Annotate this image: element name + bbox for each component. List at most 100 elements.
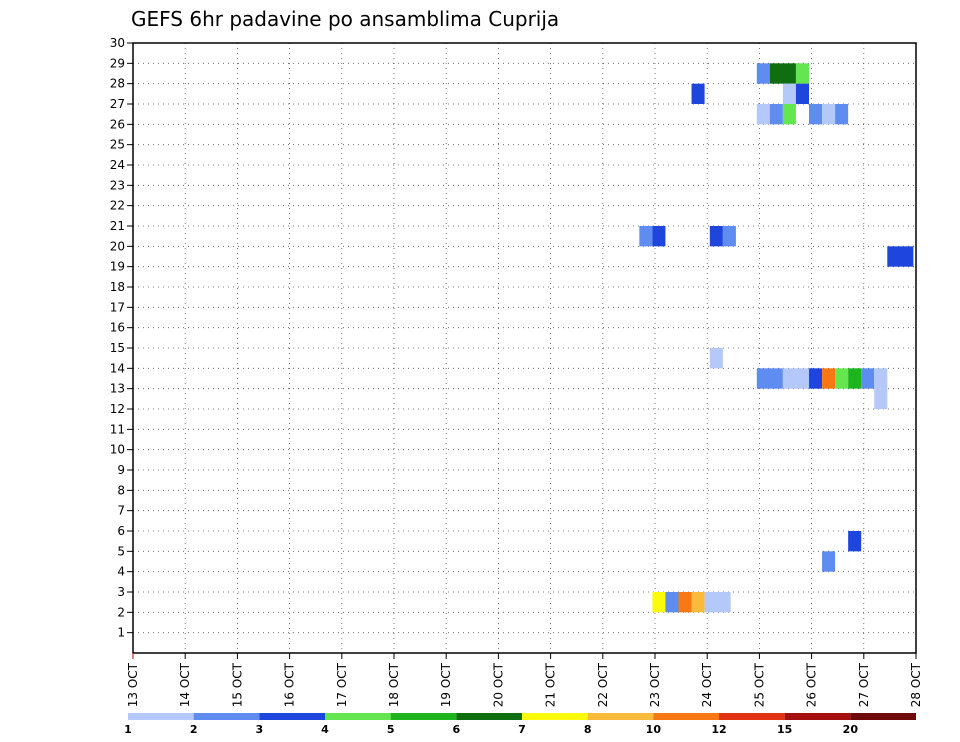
y-tick-label: 12 [110,402,125,416]
y-tick-label: 24 [110,158,125,172]
y-tick-label: 13 [110,382,125,396]
y-tick-label: 9 [117,463,125,477]
colorbar: 1 2 3 4 5 6 7 8 10 12 15 20 [124,713,916,736]
heatmap-cell [756,104,770,125]
heatmap-cell [822,551,836,572]
heatmap-cell [861,368,875,389]
x-tick-label: 22 OCT [596,662,610,707]
x-tick-label: 16 OCT [283,662,297,707]
y-tick-label: 7 [117,504,125,518]
colorbar-segment [522,713,588,720]
colorbar-segment [587,713,654,720]
y-tick-label: 20 [110,239,125,253]
heatmap-cell [704,592,731,613]
x-tick-label: 21 OCT [544,662,558,707]
y-tick-label: 8 [117,483,125,497]
heatmap-cell [795,83,809,104]
colorbar-segment [653,713,719,720]
colorbar-segment [193,713,260,720]
heatmap-cell [835,368,849,389]
heatmap-cell [769,104,783,125]
y-tick-label: 29 [110,56,125,70]
y-tick-label: 4 [117,565,125,579]
x-tick-label: 13 OCT [126,662,140,707]
colorbar-label: 8 [584,723,592,736]
colorbar-label: 5 [387,723,395,736]
heatmap-cell [848,368,862,389]
x-tick-label: 18 OCT [387,662,401,707]
heatmap-cell [782,83,796,104]
y-tick-label: 19 [110,260,125,274]
y-tick-label: 2 [117,605,125,619]
colorbar-segment [719,713,785,720]
heatmap-cell [639,226,653,247]
heatmap-cell [691,592,705,613]
x-tick-label: 23 OCT [648,662,662,707]
x-tick-label: 19 OCT [439,662,453,707]
x-tick-label: 25 OCT [752,662,766,707]
heatmap-cell [691,83,705,104]
heatmap-cell [782,368,809,389]
colorbar-segment [784,713,851,720]
x-tick-label: 28 OCT [909,662,923,707]
y-tick-label: 22 [110,199,125,213]
y-tick-label: 3 [117,585,125,599]
heatmap-cell [782,104,796,125]
y-tick-label: 17 [110,300,125,314]
heatmap-cell [652,592,666,613]
heatmap-cell [756,63,770,84]
colorbar-label: 4 [321,723,329,736]
y-tick-label: 14 [110,361,125,375]
y-tick-label: 26 [110,117,125,131]
y-tick-label: 1 [117,626,125,640]
heatmap-cell [874,388,888,409]
colorbar-label: 10 [646,723,662,736]
heatmap-cell [808,368,823,389]
y-tick-label: 23 [110,178,125,192]
colorbar-label: 20 [843,723,859,736]
heatmap-cell [848,531,862,552]
colorbar-label: 1 [124,723,132,736]
y-tick-label: 10 [110,443,125,457]
y-tick-label: 16 [110,321,125,335]
x-tick-label: 14 OCT [178,662,192,707]
heatmap-cell [887,246,914,267]
colorbar-segment [128,713,194,720]
x-tick-label: 20 OCT [491,662,505,707]
colorbar-segment [390,713,457,720]
x-tick-label: 27 OCT [857,662,871,707]
heatmap-cell [709,226,723,247]
heatmap-cell [822,104,836,125]
heatmap-cells [639,63,914,613]
heatmap-cell [822,368,836,389]
y-tick-label: 25 [110,138,125,152]
heatmap-cell [769,63,796,84]
colorbar-label: 2 [190,723,198,736]
colorbar-label: 15 [777,723,792,736]
y-tick-label: 5 [117,544,125,558]
y-axis: 1234567891011121314151617181920212223242… [110,36,133,640]
heatmap-cell [756,368,783,389]
heatmap-cell [652,226,666,247]
colorbar-label: 12 [711,723,726,736]
x-tick-label: 26 OCT [805,662,819,707]
chart-title: GEFS 6hr padavine po ansamblima Cuprija [131,7,559,31]
grid-lines [133,42,916,653]
colorbar-label: 7 [518,723,526,736]
heatmap-cell [678,592,692,613]
y-tick-label: 18 [110,280,125,294]
heatmap-cell [722,226,736,247]
colorbar-label: 6 [453,723,461,736]
y-tick-label: 30 [110,36,125,50]
x-tick-label: 17 OCT [335,662,349,707]
y-tick-label: 11 [110,422,125,436]
colorbar-segment [325,713,391,720]
colorbar-segment [456,713,522,720]
heatmap-cell [709,348,723,369]
heatmap-cell [835,104,849,125]
colorbar-segment [259,713,325,720]
y-tick-label: 21 [110,219,125,233]
colorbar-label: 3 [256,723,264,736]
y-tick-label: 28 [110,77,125,91]
